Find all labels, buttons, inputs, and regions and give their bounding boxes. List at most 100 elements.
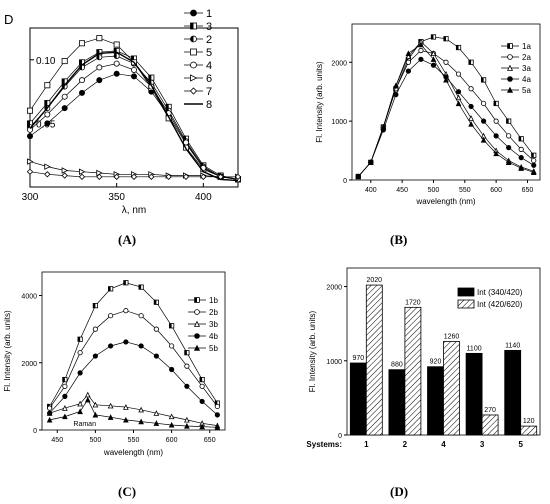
panel-d-category-label: 1 (364, 440, 369, 449)
panel-c-series-line (49, 282, 218, 407)
panel-c-legend-label: 4b (209, 332, 218, 341)
panel-c-point-fill (123, 280, 126, 285)
panel-a-point (79, 77, 86, 84)
panel-c-point (214, 403, 220, 410)
panel-c-point (199, 383, 205, 389)
panel-a-legend-marker-fill (190, 36, 194, 42)
panel-a-point-fill (131, 55, 134, 62)
panel-a-point (61, 93, 68, 100)
panel-a-legend-label: 5 (206, 47, 212, 59)
panel-a-point (200, 173, 207, 180)
panel-c-point (199, 423, 205, 430)
panel-a-xlabel: λ, nm (122, 205, 146, 216)
panel-c-point (62, 383, 68, 389)
panel-b-point (430, 50, 437, 57)
panel-c-ytick-label: 4000 (21, 294, 37, 301)
panel-b-point (468, 103, 474, 110)
panel-c-point (169, 343, 175, 349)
panel-c-ytick-label: 2000 (21, 361, 37, 368)
panel-c-legend-label: 3b (209, 320, 218, 329)
panel-b-legend-label: 4a (522, 75, 531, 84)
panel-d-bar (365, 284, 383, 436)
panel-c-series-line (49, 310, 218, 409)
panel-c-point (123, 416, 129, 423)
panel-a-point-fill (27, 120, 30, 126)
panel-a-point (61, 105, 68, 112)
panel-b-point-fill (443, 36, 446, 41)
panel-d-bar-value-label: 2020 (367, 277, 383, 284)
panel-b-point-fill (531, 153, 534, 158)
panel-b-point (493, 133, 499, 139)
panel-a-point (26, 168, 34, 175)
panel-a-point (26, 107, 33, 114)
panel-c-point (62, 405, 68, 411)
panel-c-legend-marker-fill (194, 297, 197, 303)
panel-b-point (506, 145, 512, 151)
panel-b-point-fill (519, 136, 522, 141)
panel-c-legend-label: 2b (209, 308, 218, 317)
panel-c-point (77, 350, 83, 356)
panel-d-bar-value-label: 120 (523, 418, 535, 425)
panel-c-point-fill (154, 300, 157, 305)
panel-b-legend-label: 3a (522, 64, 531, 73)
panel-c-point (47, 410, 53, 416)
panel-c-point (62, 413, 68, 420)
panel-b-point (480, 118, 487, 124)
panel-b-point (506, 133, 512, 139)
panel-b-ytick-label: 0 (343, 178, 347, 185)
panel-b-point (531, 157, 537, 164)
panel-a-point (26, 133, 33, 140)
panel-c-ytick-label: 0 (33, 428, 37, 435)
panel-b-point (505, 159, 512, 165)
panel-d-xlabel: Systems: (306, 440, 342, 449)
panel-a-legend-marker (190, 61, 197, 69)
panel-b-point (430, 62, 437, 68)
panel-b-legend-label: 1a (522, 42, 531, 51)
panel-a-point (79, 40, 86, 47)
panel-b-point (455, 89, 462, 95)
panel-b-legend-marker (507, 76, 513, 82)
panel-c-xtick-label: 500 (90, 437, 102, 444)
panel-a-point-fill (166, 104, 169, 110)
panel-a-point-fill (96, 49, 100, 55)
panel-b-point (405, 50, 412, 57)
panel-d-bar (388, 369, 406, 436)
panel-c-point (92, 326, 98, 332)
panel-a-point (26, 126, 33, 133)
panel-a-point-fill (44, 100, 48, 106)
panel-b-xtick-label: 550 (459, 187, 471, 194)
panel-a-legend-label: 3 (206, 21, 212, 33)
panel-b-point (393, 92, 399, 98)
panel-b-point-fill (456, 45, 459, 50)
panel-c-point (92, 411, 99, 418)
panel-c-frame (41, 271, 226, 431)
panel-c-point (84, 396, 91, 403)
panel-b-point (418, 47, 424, 54)
panel-c-point (169, 366, 175, 373)
panel-a-legend-label: 8 (206, 99, 212, 111)
panel-d-category-label: 5 (518, 440, 523, 449)
panel-a-legend-marker (190, 9, 197, 17)
panel-d-bar (427, 366, 444, 436)
panel-c-point (62, 393, 68, 399)
panel-b-legend-marker (507, 54, 513, 60)
panel-d-bar-value-label: 270 (484, 407, 496, 414)
panel-b-point (493, 118, 499, 124)
panel-a-point (44, 120, 51, 127)
panel-a-point (113, 173, 120, 180)
panel-d-legend-label: Int (340/420) (477, 288, 523, 297)
panel-a-point (96, 35, 103, 42)
panel-c-point (214, 424, 221, 430)
panel-d-bar (481, 414, 499, 436)
panel-c-point-fill (184, 350, 187, 355)
panel-a-point-fill (62, 78, 65, 85)
panel-c-point (92, 353, 98, 359)
panel-a-legend-label: 4 (206, 60, 212, 72)
panel-b-point (455, 100, 462, 107)
panel-a-frame (29, 27, 239, 188)
panel-b-point (355, 173, 362, 180)
panel-d-bar (504, 349, 522, 436)
panel-c-legend-label: 1b (209, 296, 218, 305)
panel-c-point-fill (138, 284, 142, 290)
